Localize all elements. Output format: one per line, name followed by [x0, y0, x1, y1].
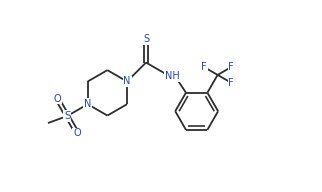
Text: NH: NH	[165, 71, 180, 81]
Text: N: N	[123, 76, 131, 86]
Text: O: O	[73, 128, 81, 138]
Text: F: F	[201, 62, 207, 72]
Text: S: S	[143, 34, 149, 44]
Text: F: F	[229, 78, 234, 88]
Text: S: S	[64, 111, 71, 121]
Text: F: F	[229, 62, 234, 72]
Text: O: O	[54, 94, 61, 104]
Text: N: N	[84, 99, 91, 109]
